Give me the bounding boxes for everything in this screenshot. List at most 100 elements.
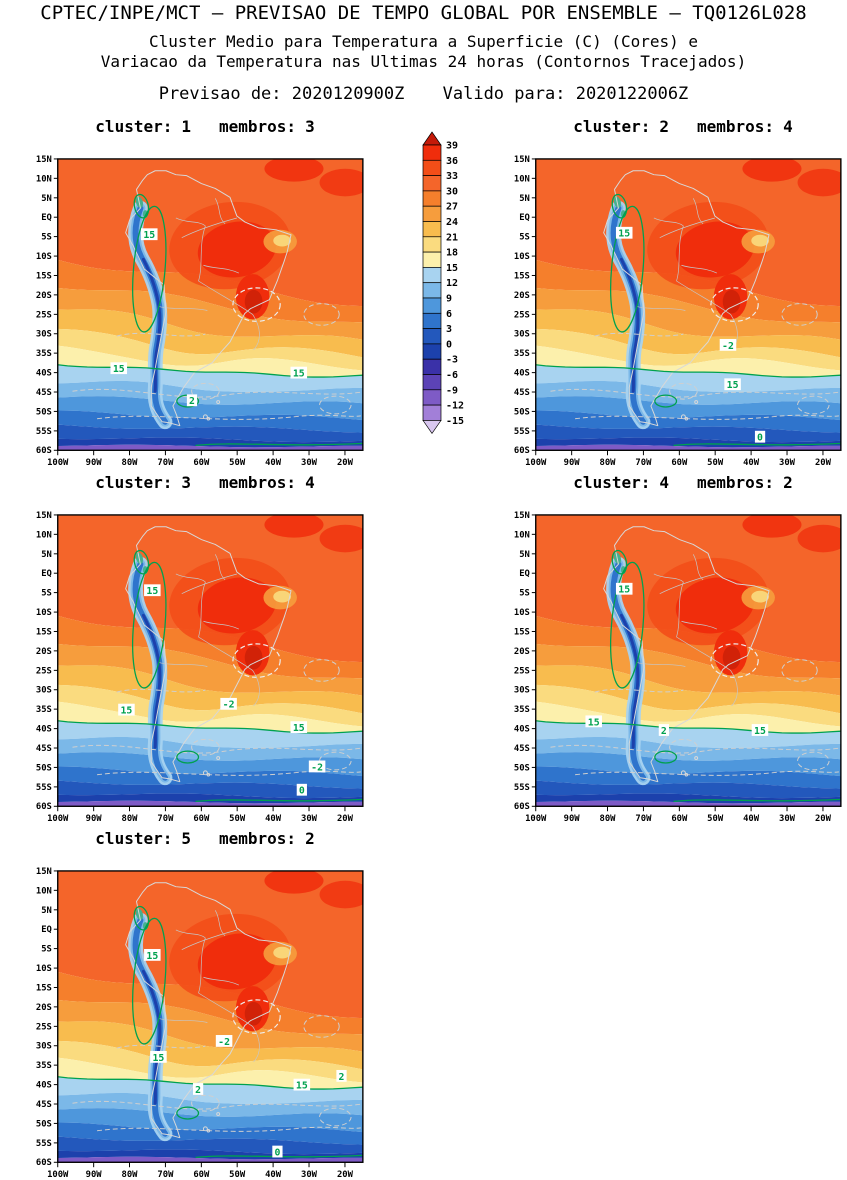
svg-text:45S: 45S: [36, 1099, 52, 1109]
panel-title: cluster: 4 membros: 2: [528, 473, 838, 497]
svg-text:90W: 90W: [564, 458, 581, 468]
svg-text:40W: 40W: [265, 814, 282, 824]
svg-text:5N: 5N: [519, 549, 530, 559]
svg-text:15: 15: [153, 1052, 165, 1063]
map-cluster-4: 15N 10N 5N EQ 5S 10S 15S 20S 25S 30S 35S 40S 45S 50S 5…: [506, 511, 847, 824]
panel-cluster-1: cluster: 1 membros: 3: [10, 104, 375, 468]
svg-text:15S: 15S: [514, 271, 530, 281]
andes-cold-strip: [128, 908, 173, 1141]
svg-text:25S: 25S: [514, 666, 530, 676]
svg-text:-12: -12: [446, 401, 464, 412]
svg-text:40S: 40S: [36, 724, 52, 734]
svg-text:EQ: EQ: [519, 213, 530, 223]
svg-text:15: 15: [293, 368, 305, 379]
svg-text:15N: 15N: [36, 511, 52, 521]
svg-text:100W: 100W: [47, 458, 69, 468]
temperature-bands: [57, 870, 363, 1162]
svg-text:45S: 45S: [514, 743, 530, 753]
svg-text:15: 15: [588, 717, 600, 728]
svg-text:15: 15: [113, 364, 125, 375]
svg-text:10S: 10S: [514, 608, 530, 618]
membros-value: 4: [305, 473, 315, 493]
temperature-colorbar: 39 36 33 30 27 24 21 18 15 12 9 6 3 0 -3 -6 -9 -12 -15: [415, 131, 481, 441]
svg-text:27: 27: [446, 202, 458, 213]
temperature-bands: [57, 158, 363, 450]
map-svg: 15N 10N 5N EQ 5S 10S 15S 20S 25S 30S 35S 40S 45S 50S 5…: [36, 511, 364, 824]
panel-cluster-4: cluster: 4 membros: 2: [488, 460, 847, 824]
svg-text:15S: 15S: [36, 271, 52, 281]
temperature-bands: [535, 158, 841, 450]
svg-text:30W: 30W: [779, 814, 796, 824]
svg-text:6: 6: [446, 309, 452, 320]
panel-cluster-5: cluster: 5 membros: 2: [10, 816, 375, 1180]
svg-text:35S: 35S: [36, 705, 52, 715]
svg-text:90W: 90W: [86, 814, 103, 824]
main-title: CPTEC/INPE/MCT — PREVISAO DE TEMPO GLOBA…: [40, 2, 807, 24]
temperature-contours: [57, 193, 363, 446]
svg-text:80W: 80W: [122, 814, 139, 824]
country-borders: [159, 909, 260, 1062]
svg-text:-2: -2: [218, 1036, 230, 1047]
valid-group: Valido para: 2020122006Z: [443, 84, 689, 104]
svg-text:30W: 30W: [779, 458, 796, 468]
svg-text:EQ: EQ: [519, 569, 530, 579]
svg-text:45S: 45S: [514, 387, 530, 397]
panel-cluster-3: cluster: 3 membros: 4: [10, 460, 375, 824]
svg-text:90W: 90W: [86, 458, 103, 468]
map-cluster-1: 15N 10N 5N EQ 5S 10S 15S 20S 25S 30S 35S 40S 45S 50S 5…: [28, 155, 375, 468]
svg-text:50W: 50W: [229, 814, 246, 824]
temperature-bands: [57, 514, 363, 806]
membros-value: 2: [783, 473, 793, 493]
svg-text:20S: 20S: [514, 646, 530, 656]
svg-text:2: 2: [189, 396, 195, 407]
svg-text:15S: 15S: [36, 627, 52, 637]
svg-text:5S: 5S: [41, 588, 52, 598]
coastline: [603, 169, 770, 426]
map-frame: [57, 157, 364, 451]
svg-text:60W: 60W: [193, 814, 210, 824]
svg-text:15: 15: [296, 1080, 308, 1091]
svg-text:90W: 90W: [86, 1170, 103, 1180]
svg-text:60S: 60S: [36, 1158, 52, 1168]
map-svg: 15N 10N 5N EQ 5S 10S 15S 20S 25S 30S 35S 40S 45S 50S 5…: [514, 155, 842, 468]
svg-text:20S: 20S: [36, 1002, 52, 1012]
map-svg: 15N 10N 5N EQ 5S 10S 15S 20S 25S 30S 35S 40S 45S 50S 5…: [514, 511, 842, 824]
temperature-contours: [57, 549, 363, 802]
svg-text:60W: 60W: [671, 458, 688, 468]
svg-text:45S: 45S: [36, 387, 52, 397]
map-frame: [535, 157, 842, 451]
map-svg: 15N 10N 5N EQ 5S 10S 15S 20S 25S 30S 35S 40S 45S 50S 5…: [36, 867, 364, 1180]
panel-title: cluster: 2 membros: 4: [528, 117, 838, 141]
svg-text:-2: -2: [722, 340, 734, 351]
svg-text:25S: 25S: [514, 310, 530, 320]
svg-text:10S: 10S: [36, 964, 52, 974]
svg-text:15: 15: [618, 228, 630, 239]
svg-text:35S: 35S: [36, 349, 52, 359]
svg-text:15: 15: [446, 263, 458, 274]
svg-text:5S: 5S: [41, 944, 52, 954]
svg-text:55S: 55S: [36, 782, 52, 792]
svg-text:2: 2: [195, 1084, 201, 1095]
svg-text:35S: 35S: [514, 349, 530, 359]
temperature-contours: [535, 193, 841, 446]
andes-cold-strip: [128, 196, 173, 429]
svg-text:40S: 40S: [36, 1080, 52, 1090]
svg-text:70W: 70W: [157, 1170, 174, 1180]
temperature-bands: [535, 514, 841, 806]
map-axes: 15N 10N 5N EQ 5S 10S 15S 20S 25S 30S 35S 40S 45S 50S 5…: [36, 155, 354, 468]
svg-text:20W: 20W: [815, 458, 832, 468]
svg-text:3: 3: [446, 324, 452, 335]
svg-text:0: 0: [446, 339, 452, 350]
svg-text:30W: 30W: [301, 458, 318, 468]
map-svg: 15N 10N 5N EQ 5S 10S 15S 20S 25S 30S 35S 40S 45S 50S 5…: [36, 155, 364, 468]
svg-text:100W: 100W: [47, 814, 69, 824]
svg-text:5N: 5N: [41, 193, 52, 203]
cluster-value: 5: [181, 829, 191, 849]
svg-text:15N: 15N: [36, 155, 52, 165]
svg-text:15: 15: [146, 586, 158, 597]
country-borders: [159, 197, 260, 350]
svg-text:60S: 60S: [36, 802, 52, 812]
temperature-contours: [57, 905, 363, 1158]
panel-title: cluster: 5 membros: 2: [50, 829, 360, 853]
